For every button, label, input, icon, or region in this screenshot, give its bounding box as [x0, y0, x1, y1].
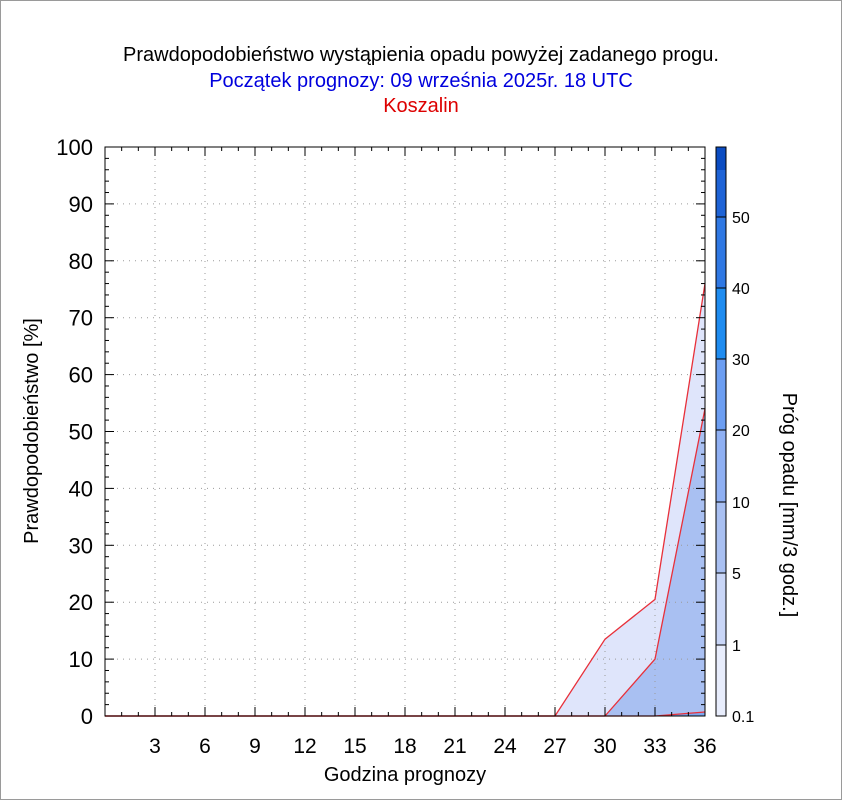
colorbar-label: Próg opadu [mm/3 godz.]: [778, 393, 800, 618]
y-tick-label: 20: [69, 590, 93, 615]
area-series-1: [105, 408, 705, 716]
colorbar-tick-label: 0.1: [732, 709, 754, 726]
x-tick-label: 36: [693, 735, 716, 758]
x-tick-label: 24: [493, 735, 517, 758]
colorbar-segment: [716, 502, 726, 573]
colorbar-tick-label: 50: [732, 210, 750, 227]
y-tick-label: 90: [69, 192, 93, 217]
colorbar-segment: [716, 147, 726, 170]
colorbar-segment: [716, 430, 726, 502]
x-tick-label: 9: [249, 735, 261, 758]
y-tick-label: 100: [56, 135, 93, 160]
colorbar-segment: [716, 170, 726, 217]
y-tick-label: 60: [69, 363, 93, 388]
x-tick-label: 33: [643, 735, 666, 758]
colorbar-segment: [716, 359, 726, 430]
x-tick-label: 6: [199, 735, 211, 758]
colorbar-segment: [716, 288, 726, 359]
colorbar-tick-label: 20: [732, 423, 750, 440]
chart-location: Koszalin: [383, 95, 459, 117]
colorbar-tick-label: 30: [732, 352, 750, 369]
colorbar-tick-label: 10: [732, 495, 750, 512]
x-tick-label: 27: [543, 735, 566, 758]
x-tick-label: 12: [293, 735, 316, 758]
chart-subtitle: Początek prognozy: 09 września 2025r. 18…: [209, 70, 633, 92]
chart-title: Prawdopodobieństwo wystąpienia opadu pow…: [123, 44, 719, 66]
x-tick-label: 18: [393, 735, 416, 758]
colorbar-tick-label: 1: [732, 638, 741, 655]
x-tick-label: 30: [593, 735, 616, 758]
area-layers: [105, 283, 705, 716]
y-tick-label: 10: [69, 647, 93, 672]
y-tick-label: 0: [81, 704, 93, 729]
x-tick-label: 3: [149, 735, 161, 758]
colorbar-tick-label: 40: [732, 281, 750, 298]
x-tick-label: 21: [443, 735, 466, 758]
colorbar: 0.1 1 5 10 20 30 40 50: [715, 146, 754, 726]
y-tick-label: 70: [69, 306, 93, 331]
y-tick-label: 40: [69, 476, 93, 501]
y-tick-label: 30: [69, 533, 93, 558]
colorbar-segment: [716, 573, 726, 645]
colorbar-segment: [716, 645, 726, 716]
colorbar-segment: [716, 217, 726, 288]
y-tick-label: 50: [69, 420, 93, 445]
x-axis-label: Godzina prognozy: [324, 764, 486, 786]
y-axis-label: Prawdopodobieństwo [%]: [21, 318, 43, 544]
y-tick-label: 80: [69, 249, 93, 274]
x-tick-label: 15: [343, 735, 366, 758]
colorbar-tick-label: 5: [732, 566, 741, 583]
